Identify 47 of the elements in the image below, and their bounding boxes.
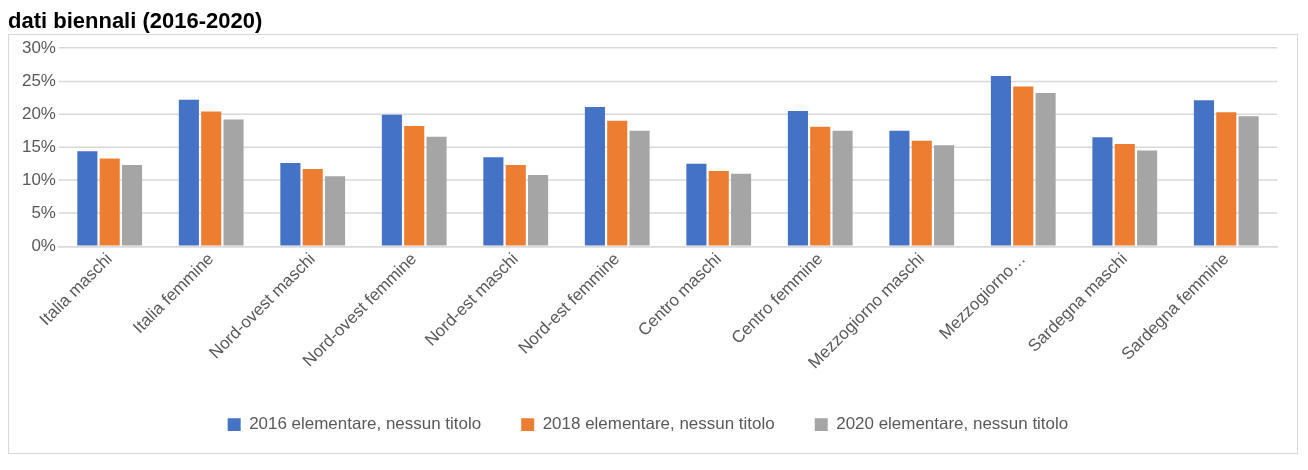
bar <box>121 165 143 246</box>
bar <box>302 169 323 246</box>
legend-label: 2018 elementare, nessun titolo <box>542 414 775 434</box>
bar <box>832 130 853 246</box>
bar <box>810 126 831 246</box>
bar <box>528 174 549 246</box>
bar <box>178 99 199 246</box>
bar <box>990 75 1011 246</box>
bar <box>426 136 447 246</box>
bar <box>325 176 346 246</box>
bar <box>889 130 910 246</box>
bar <box>731 173 752 246</box>
bar <box>381 114 402 246</box>
bar <box>1216 112 1237 246</box>
bar <box>1092 137 1113 246</box>
bar <box>1114 143 1135 246</box>
bar <box>404 126 425 246</box>
bar <box>787 110 808 246</box>
bar <box>629 130 650 246</box>
y-tick-label: 25% <box>21 70 56 90</box>
legend-label: 2020 elementare, nessun titolo <box>836 414 1069 434</box>
bar <box>1013 86 1034 246</box>
bar <box>686 163 707 246</box>
bar <box>1137 150 1158 246</box>
bar <box>505 165 526 246</box>
y-tick-label: 20% <box>21 103 56 123</box>
y-tick-label: 10% <box>21 169 56 189</box>
bar <box>483 157 504 246</box>
bar <box>934 145 955 246</box>
y-tick-label: 0% <box>31 236 56 255</box>
bar <box>911 140 932 246</box>
bar <box>201 111 222 246</box>
bar <box>584 106 605 246</box>
bar <box>223 119 244 246</box>
bar <box>708 171 729 246</box>
y-tick-label: 15% <box>21 136 56 156</box>
bar <box>280 163 301 246</box>
y-tick-label: 5% <box>31 202 56 222</box>
bar <box>1193 100 1214 246</box>
bar <box>99 158 120 246</box>
bar <box>1035 93 1056 246</box>
chart-title: dati biennali (2016-2020) <box>8 8 264 34</box>
y-tick-label: 30% <box>21 37 56 57</box>
bar <box>77 151 98 246</box>
bar <box>1238 116 1259 246</box>
bar <box>607 120 628 246</box>
legend-label: 2016 elementare, nessun titolo <box>249 414 482 434</box>
